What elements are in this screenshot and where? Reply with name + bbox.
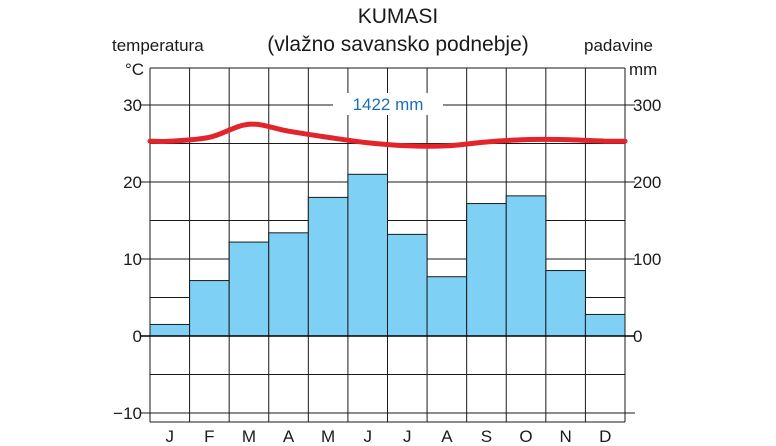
precipitation-bar — [466, 203, 507, 337]
month-label: A — [441, 427, 453, 446]
precipitation-bar — [268, 232, 309, 337]
precipitation-bars — [149, 173, 626, 337]
right-tick-label: 200 — [633, 173, 661, 192]
left-tick-label: 20 — [123, 173, 142, 192]
left-axis-label: temperatura — [112, 36, 204, 55]
month-label: D — [599, 427, 611, 446]
precipitation-bar — [228, 241, 270, 337]
precipitation-bar — [505, 195, 547, 337]
chart-title: KUMASI — [358, 5, 439, 28]
left-tick-label: 0 — [133, 327, 142, 346]
left-tick-label: 30 — [123, 96, 142, 115]
chart-subtitle: (vlažno savansko podnebje) — [267, 33, 529, 56]
total-label-background — [333, 93, 443, 115]
month-label: M — [242, 427, 256, 446]
left-tick-label: 10 — [123, 250, 142, 269]
temperature-line — [147, 121, 628, 149]
left-axis-unit: °C — [125, 60, 144, 79]
precipitation-bar — [387, 233, 428, 337]
precipitation-bar — [189, 280, 230, 337]
right-axis-unit: mm — [629, 60, 657, 79]
month-label: J — [363, 427, 372, 446]
left-tick-label: −10 — [113, 404, 142, 423]
right-tick-label: 0 — [633, 327, 642, 346]
month-label: O — [519, 427, 532, 446]
month-label: J — [166, 427, 175, 446]
right-tick-label: 300 — [633, 96, 661, 115]
month-label: N — [559, 427, 571, 446]
precipitation-bar — [347, 173, 388, 337]
month-label: S — [481, 427, 492, 446]
precipitation-bar — [307, 196, 349, 337]
precipitation-bar — [545, 270, 586, 337]
month-label: M — [321, 427, 335, 446]
precipitation-bar — [584, 313, 626, 337]
month-label: J — [403, 427, 412, 446]
right-axis-label: padavine — [584, 36, 653, 55]
month-label: A — [283, 427, 295, 446]
precipitation-bar — [149, 323, 191, 337]
precipitation-bar — [426, 276, 468, 337]
right-tick-label: 100 — [633, 250, 661, 269]
month-label: F — [204, 427, 214, 446]
precipitation-total-label: 1422 mm — [353, 95, 424, 114]
